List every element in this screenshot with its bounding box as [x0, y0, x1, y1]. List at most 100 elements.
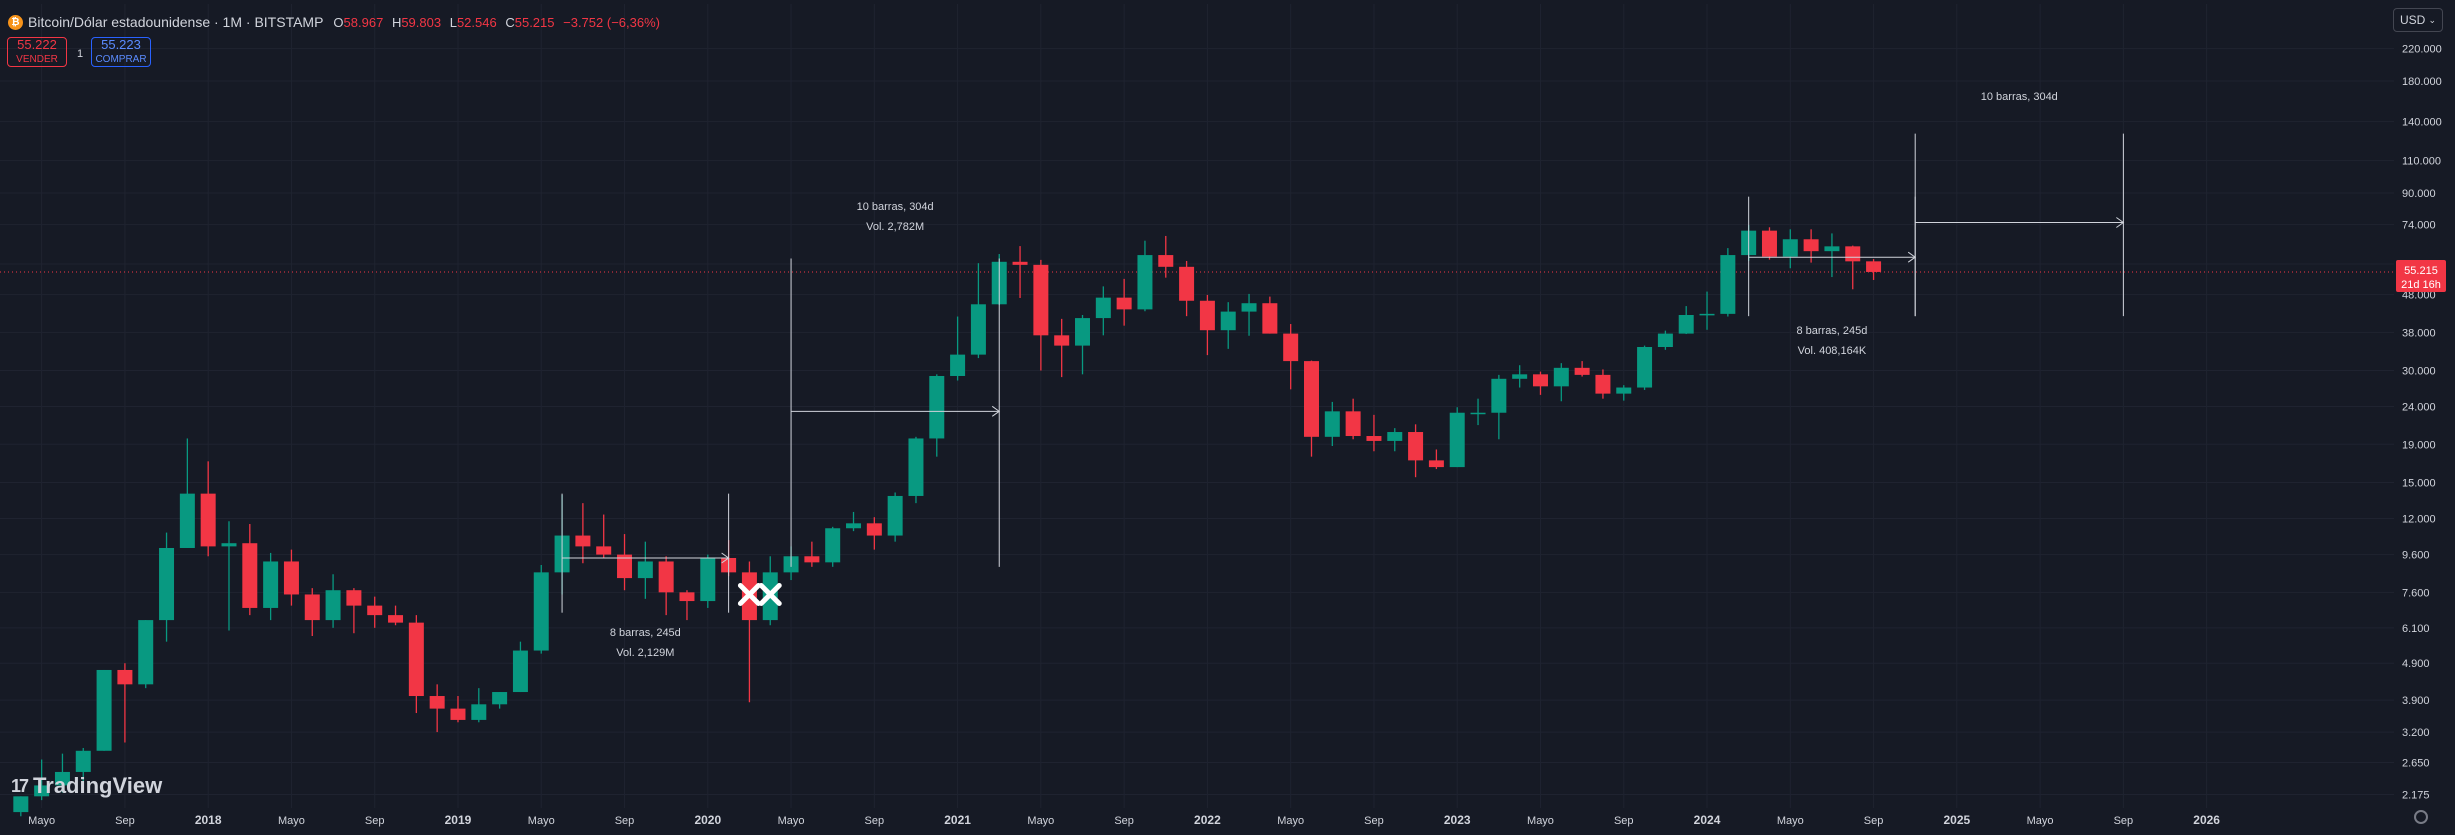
- x-tick-label: 2020: [694, 813, 721, 827]
- buy-button[interactable]: 55.223 COMPRAR: [91, 37, 151, 67]
- candle-body: [1782, 239, 1798, 257]
- x-tick-label: Mayo: [778, 815, 805, 827]
- candle-body: [1075, 318, 1090, 346]
- candle-body: [346, 590, 362, 606]
- x-marker-icon: [758, 582, 782, 606]
- candle-body: [179, 493, 195, 548]
- candle-body: [908, 438, 924, 496]
- candle-body: [1428, 460, 1444, 468]
- y-tick-label: 15.000: [2402, 477, 2436, 489]
- candle-body: [1366, 436, 1382, 441]
- candle-body: [325, 590, 341, 621]
- range-label-bars: 8 barras, 245d: [1796, 325, 1867, 337]
- candle-body: [512, 650, 528, 693]
- candle-body: [1137, 255, 1153, 310]
- range-label-volume: Vol. 2,782M: [866, 221, 924, 233]
- x-marker-stroke: [737, 582, 761, 606]
- candle-body: [34, 785, 50, 797]
- candle-body: [1283, 333, 1299, 362]
- gear-icon[interactable]: [2414, 810, 2428, 824]
- ohlc-values: O58.967 H59.803 L52.546 C55.215 −3.752 (…: [333, 15, 665, 30]
- close-value: 55.215: [514, 14, 555, 30]
- candle-body: [159, 547, 175, 621]
- y-tick-label: 12.000: [2402, 514, 2436, 526]
- candle-body: [1470, 412, 1486, 415]
- x-tick-label: Sep: [1114, 815, 1134, 827]
- range-label-bars: 10 barras, 304d: [857, 201, 934, 213]
- open-value: 58.967: [343, 14, 384, 30]
- y-tick-label: 48.000: [2402, 290, 2436, 302]
- candle-body: [866, 523, 882, 536]
- x-tick-label: Sep: [365, 815, 385, 827]
- candle-body: [1553, 367, 1569, 387]
- candle-body: [242, 543, 258, 608]
- candle-body: [200, 493, 216, 547]
- candle-body: [1532, 374, 1548, 387]
- chevron-down-icon: ⌄: [2428, 14, 2436, 25]
- candle-body: [929, 375, 945, 439]
- price-axis-panel: [2394, 0, 2455, 835]
- currency-button[interactable]: USD ⌄: [2393, 8, 2443, 32]
- candle-body: [617, 554, 633, 579]
- last-price-badge-bg: [2396, 259, 2446, 292]
- candle-body: [825, 528, 841, 563]
- candle-body: [471, 704, 487, 720]
- x-tick-label: Mayo: [1527, 815, 1554, 827]
- y-tick-label: 180.000: [2402, 76, 2442, 88]
- y-tick-label: 2.175: [2402, 789, 2430, 801]
- sell-button[interactable]: 55.222 VENDER: [7, 37, 67, 67]
- range-label-bars: 10 barras, 304d: [1981, 91, 2058, 103]
- symbol-title[interactable]: Bitcoin/Dólar estadounidense · 1M · BITS…: [28, 14, 324, 30]
- candle-body: [1720, 255, 1736, 314]
- y-tick-label: 2.650: [2402, 758, 2430, 770]
- x-tick-label: Sep: [1614, 815, 1634, 827]
- candle-body: [283, 561, 299, 595]
- candle-body: [1637, 346, 1653, 388]
- y-tick-label: 3.900: [2402, 695, 2430, 707]
- open-key: O: [333, 14, 344, 30]
- y-tick-label: 220.000: [2402, 44, 2442, 56]
- x-tick-label: 2024: [1694, 813, 1721, 827]
- candle-body: [1199, 300, 1215, 331]
- candle-body: [1616, 387, 1632, 394]
- x-marker-stroke: [758, 582, 782, 606]
- spread-value: 1: [77, 48, 84, 60]
- x-tick-label: Mayo: [1277, 815, 1304, 827]
- candle-body: [804, 556, 820, 563]
- change-value: −3.752 (−6,36%): [563, 14, 660, 30]
- range-label-bars: 8 barras, 245d: [610, 627, 681, 639]
- price-axis[interactable]: 2.175 2.650 3.200 3.900 4.900 6.100 7.600 9.600…: [2394, 0, 2455, 835]
- y-tick-label: 110.000: [2402, 156, 2441, 168]
- time-axis[interactable]: Mayo Sep 2018 Mayo Sep 2019 Mayo Sep 2020 Mayo Sep…: [28, 813, 2220, 827]
- candle-body: [1803, 239, 1819, 252]
- y-tick-label: 4.900: [2402, 658, 2430, 670]
- x-tick-label: Mayo: [1027, 815, 1054, 827]
- y-tick-label: 38.000: [2402, 327, 2436, 339]
- candle-body: [1824, 246, 1840, 252]
- candle-body: [887, 495, 903, 536]
- candle-body: [700, 557, 716, 602]
- candle-body: [1241, 303, 1257, 312]
- low-key: L: [449, 14, 457, 30]
- candle-body: [1387, 432, 1403, 441]
- candle-body: [117, 669, 133, 685]
- candle-body: [1845, 246, 1861, 262]
- tradingview-logo[interactable]: 17 TradingView: [11, 773, 162, 799]
- x-tick-label: 2018: [195, 813, 222, 827]
- candle-body: [1304, 361, 1319, 437]
- candle-body: [1657, 333, 1673, 347]
- candle-body: [1116, 297, 1132, 310]
- candle-body: [1866, 261, 1882, 272]
- candle-body: [1033, 264, 1049, 336]
- range-arrow-head: [721, 552, 730, 564]
- close-key: C: [505, 14, 515, 30]
- candle-body: [1574, 367, 1590, 375]
- candle-body: [970, 304, 986, 355]
- x-tick-label: Mayo: [1777, 815, 1804, 827]
- bitcoin-icon: ₿: [8, 14, 23, 30]
- candle-body: [1761, 230, 1777, 257]
- candle-body: [1095, 297, 1111, 319]
- candle-body: [1179, 266, 1195, 301]
